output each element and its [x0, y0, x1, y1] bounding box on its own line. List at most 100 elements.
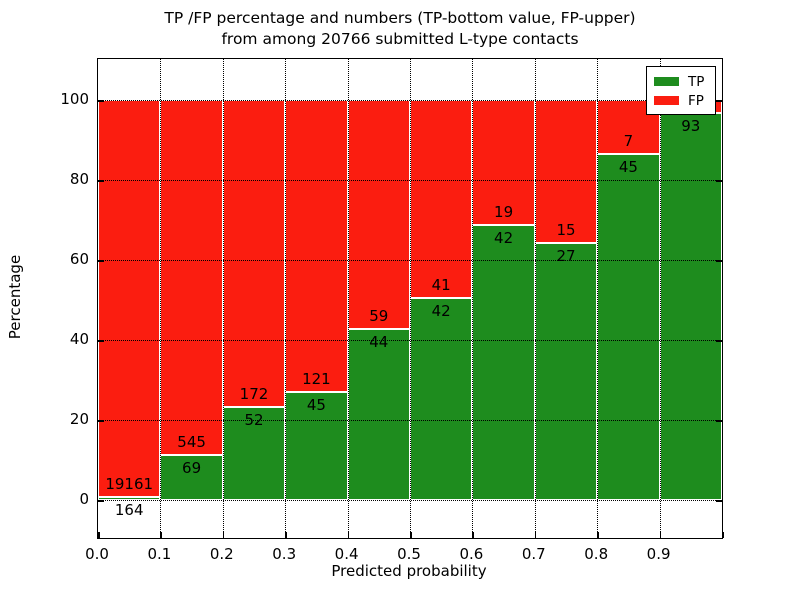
- tp-legend-swatch: [654, 77, 679, 86]
- y-tick-mark: [98, 260, 104, 262]
- chart-title: TP /FP percentage and numbers (TP-bottom…: [0, 8, 800, 50]
- bar-segment-tp: [597, 153, 660, 500]
- x-tick-mark: [534, 532, 537, 538]
- y-tick-label: 60: [69, 250, 89, 268]
- gridline-horizontal: [98, 420, 722, 421]
- bar-segment-fp: [160, 100, 223, 456]
- y-tick-mark: [716, 500, 722, 502]
- x-tick-mark: [722, 532, 724, 538]
- x-tick-label: 0.8: [584, 545, 609, 563]
- bar-segment-fp: [410, 100, 473, 298]
- fp-count-label: 121: [302, 369, 331, 388]
- y-tick-label: 40: [69, 330, 89, 348]
- tp-count-label: 45: [618, 157, 638, 176]
- bar-segment-fp: [285, 100, 348, 392]
- y-tick-mark: [98, 340, 104, 342]
- y-tick-label: 0: [79, 490, 89, 508]
- x-tick-label: 0.7: [521, 545, 546, 563]
- y-tick-label: 80: [69, 170, 89, 188]
- gridline-vertical: [534, 59, 536, 538]
- x-tick-label: 0.6: [459, 545, 484, 563]
- y-tick-mark: [98, 420, 104, 422]
- legend-row: FP: [654, 91, 708, 110]
- gridline-horizontal: [98, 100, 722, 101]
- y-tick-mark: [716, 340, 722, 342]
- x-tick-mark: [472, 532, 474, 538]
- chart-title-line1: TP /FP percentage and numbers (TP-bottom…: [164, 9, 636, 27]
- gridline-horizontal: [98, 180, 722, 181]
- bar-segment-tp: [160, 455, 223, 500]
- x-tick-label: 0.9: [646, 545, 671, 563]
- gridline-vertical: [597, 59, 599, 538]
- y-tick-mark: [716, 100, 722, 102]
- x-tick-mark: [98, 532, 100, 538]
- tp-count-label: 42: [494, 228, 514, 247]
- fp-count-label: 19: [494, 202, 514, 221]
- x-tick-mark: [410, 532, 412, 538]
- y-axis-label: Percentage: [6, 254, 24, 340]
- bar-segment-tp: [98, 496, 161, 500]
- tp-count-label: 52: [244, 411, 264, 430]
- fp-count-label: 59: [369, 307, 389, 326]
- gridline-horizontal: [98, 500, 722, 501]
- gridline-vertical: [222, 59, 224, 538]
- fp-count-label: 41: [431, 275, 451, 294]
- x-axis-label: Predicted probability: [331, 562, 487, 580]
- x-tick-label: 0.4: [334, 545, 359, 563]
- fp-count-label: 7: [623, 131, 634, 150]
- x-tick-mark: [659, 532, 662, 538]
- y-tick-mark: [716, 260, 722, 262]
- gridline-vertical: [410, 59, 411, 538]
- x-tick-label: 0.3: [272, 545, 297, 563]
- y-tick-mark: [716, 420, 722, 422]
- bar-segment-tp: [347, 329, 410, 500]
- gridline-vertical: [659, 59, 661, 538]
- gridline-vertical: [160, 59, 162, 538]
- bar-segment-fp: [222, 100, 286, 408]
- y-tick-label: 20: [69, 410, 89, 428]
- x-tick-label: 0.2: [209, 545, 234, 563]
- x-tick-mark: [347, 532, 350, 538]
- bar-segment-tp: [659, 112, 722, 500]
- y-tick-label: 100: [60, 90, 89, 108]
- y-tick-mark: [98, 100, 104, 102]
- bar-segment-fp: [472, 100, 535, 225]
- gridline-horizontal: [98, 260, 722, 261]
- bar-segment-tp: [285, 391, 348, 500]
- fp-count-label: 19161: [105, 474, 154, 493]
- y-tick-mark: [716, 180, 722, 182]
- x-tick-mark: [160, 532, 162, 538]
- fp-count-label: 172: [239, 385, 269, 404]
- gridline-horizontal: [98, 340, 722, 341]
- tp-count-label: 27: [556, 246, 576, 265]
- bar-segment-tp: [410, 297, 473, 500]
- fp-count-label: 15: [556, 220, 576, 239]
- y-tick-mark: [98, 180, 104, 182]
- chart-title-line2: from among 20766 submitted L-type contac…: [221, 30, 579, 48]
- x-tick-mark: [222, 532, 225, 538]
- x-tick-label: 0.0: [85, 545, 109, 563]
- x-tick-label: 0.5: [397, 545, 421, 563]
- y-tick-mark: [98, 500, 104, 502]
- bar-segment-fp: [347, 100, 410, 330]
- gridline-vertical: [347, 59, 349, 538]
- legend: TP FP: [646, 66, 716, 115]
- tp-count-label: 45: [306, 395, 326, 414]
- tp-count-label: 93: [681, 116, 701, 135]
- bar-segment-fp: [98, 100, 161, 497]
- x-tick-label: 0.1: [147, 545, 172, 563]
- x-tick-mark: [285, 532, 287, 538]
- plot-area: 19161 164 545 69 172 52 121 45 59 44 41 42 19 42 15 27 7…: [97, 58, 724, 539]
- x-tick-mark: [597, 532, 599, 538]
- tp-count-label: 164: [114, 500, 144, 519]
- tp-count-label: 42: [431, 301, 451, 320]
- fp-count-label: 545: [177, 433, 206, 452]
- bar-segment-tp: [472, 224, 535, 500]
- gridline-vertical: [285, 59, 287, 538]
- bar-segment-tp: [534, 242, 598, 500]
- tp-count-label: 44: [369, 333, 389, 352]
- legend-label-tp: TP: [688, 73, 705, 90]
- fp-legend-swatch: [654, 96, 679, 105]
- legend-row: TP: [654, 72, 708, 91]
